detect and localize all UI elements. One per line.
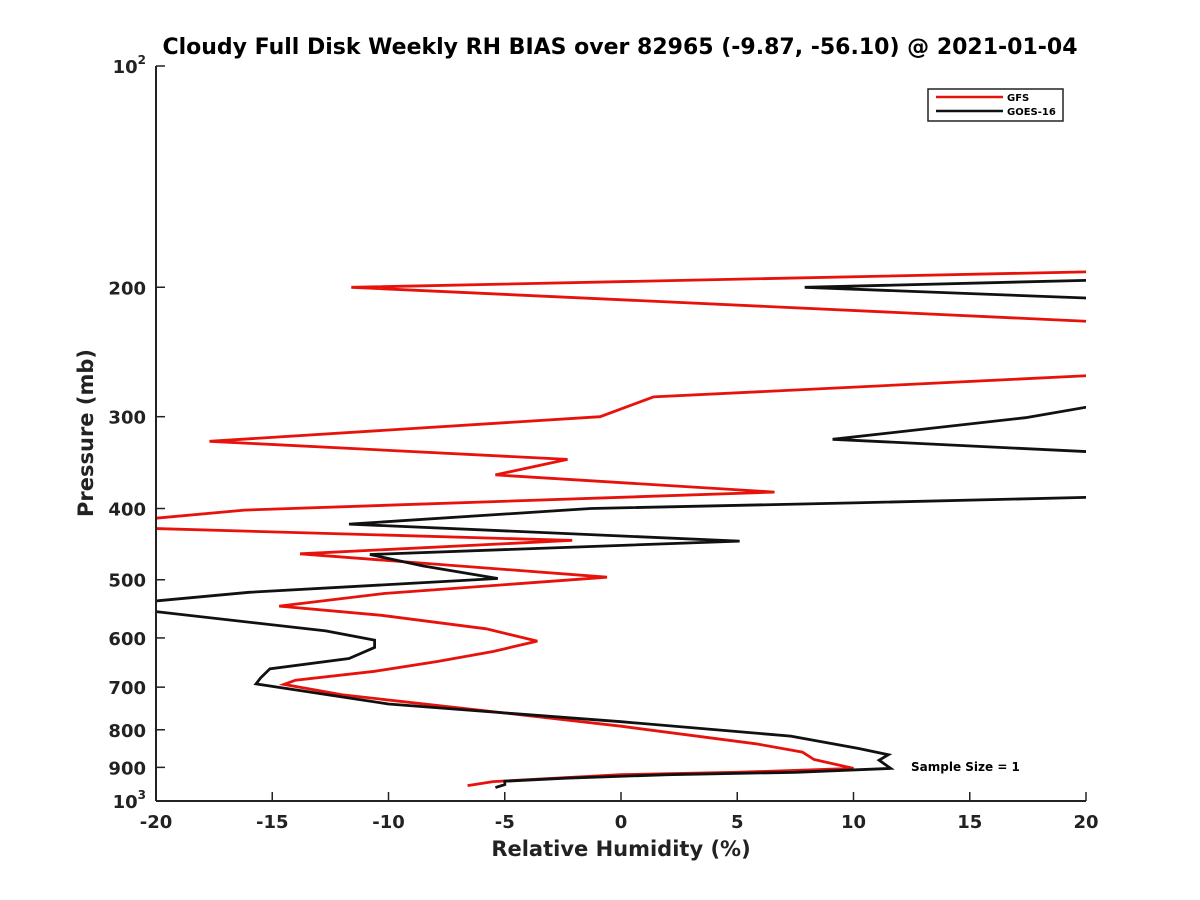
y-axis-label: Pressure (mb) [74,349,98,517]
x-tick-label: -15 [256,812,289,833]
y-tick-label: 300 [108,408,146,429]
y-tick-label: 900 [108,758,146,779]
series-line-goes16 [804,278,1086,300]
y-tick-label: 700 [108,678,146,699]
x-tick-label: 15 [957,812,982,833]
series-line-goes16 [832,405,1086,453]
x-ticks: -20 -15 -10 -5 0 5 10 15 20 [140,792,1099,833]
y-tick-label: 102 [113,53,146,78]
sample-size-annotation: Sample Size = 1 [911,760,1020,774]
x-tick-label: -20 [140,812,173,833]
legend-box [927,88,1064,122]
series-line-gfs [156,374,1086,787]
series-line-gfs [351,270,1086,323]
x-tick-label: -10 [372,812,405,833]
x-tick-label: 20 [1073,812,1098,833]
y-tick-label: 800 [108,721,146,742]
series-layer [156,270,1086,789]
series-line-goes16 [156,495,1086,789]
chart-title: Cloudy Full Disk Weekly RH BIAS over 829… [162,35,1077,60]
x-axis-label: Relative Humidity (%) [491,837,750,861]
y-ticks: 102 200 300 400 500 600 700 800 900 103 [108,53,165,813]
legend-label-goes16: GOES-16 [1007,107,1056,118]
y-tick-label: 103 [113,788,146,813]
y-tick-label: 500 [108,571,146,592]
y-tick-label: 200 [108,278,146,299]
x-tick-label: 10 [841,812,866,833]
y-tick-label: 600 [108,629,146,650]
x-tick-label: -5 [495,812,515,833]
x-tick-label: 5 [731,812,744,833]
legend-label-gfs: GFS [1007,93,1029,104]
legend: GFS GOES-16 [927,88,1064,122]
x-tick-label: 0 [615,812,628,833]
y-tick-label: 400 [108,500,146,521]
